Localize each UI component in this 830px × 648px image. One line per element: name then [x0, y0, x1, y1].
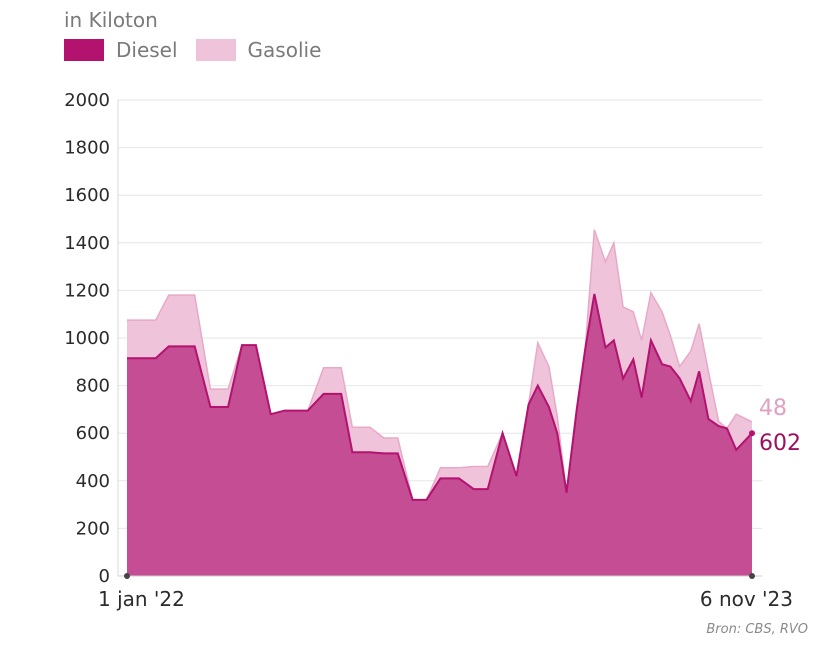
y-tick-label-0: 0: [99, 566, 110, 587]
x-axis: 1 jan '22 6 nov '23: [98, 587, 793, 611]
legend-item-gasolie: Gasolie: [195, 38, 322, 62]
series-areas: [118, 229, 762, 579]
legend: Diesel Gasolie: [64, 38, 339, 62]
y-tick-label-1400: 1400: [64, 233, 110, 254]
y-tick-label-200: 200: [76, 518, 110, 539]
x-start-marker: [124, 573, 130, 579]
y-tick-label-800: 800: [76, 376, 110, 397]
end-label-diesel: 602: [759, 431, 801, 456]
y-tick-label-600: 600: [76, 423, 110, 444]
legend-label-diesel: Diesel: [116, 38, 178, 62]
end-label-gasolie: 48: [759, 396, 787, 421]
end-labels: 48 602: [759, 396, 801, 456]
end-point-diesel: [749, 430, 755, 437]
y-tick-label-1800: 1800: [64, 138, 110, 159]
line-diesel: [127, 293, 753, 501]
y-tick-label-1200: 1200: [64, 280, 110, 301]
unit-label: in Kiloton: [64, 8, 158, 32]
y-tick-label-400: 400: [76, 471, 110, 492]
x-start-label: 1 jan '22: [98, 587, 185, 611]
legend-item-diesel: Diesel: [64, 38, 178, 62]
y-tick-label-1600: 1600: [64, 185, 110, 206]
source-note: Bron: CBS, RVO: [706, 622, 808, 637]
y-tick-label-1000: 1000: [64, 328, 110, 349]
area-diesel: [127, 293, 752, 576]
y-tick-label-2000: 2000: [64, 90, 110, 111]
y-axis: 0 200 400 600 800 1000 1200 1400 1600 1800 2000: [64, 90, 119, 587]
legend-swatch-diesel: [64, 39, 104, 61]
x-end-marker: [749, 573, 755, 579]
legend-label-gasolie: Gasolie: [247, 38, 322, 62]
x-end-label: 6 nov '23: [700, 587, 793, 611]
legend-swatch-gasolie: [195, 39, 236, 61]
